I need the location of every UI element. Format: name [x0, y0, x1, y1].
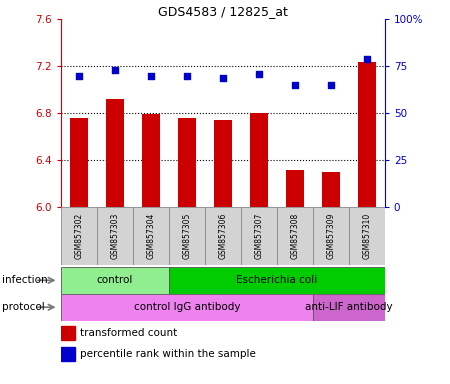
Text: GSM857303: GSM857303 [110, 213, 119, 260]
Text: control IgG antibody: control IgG antibody [134, 302, 240, 312]
Text: GSM857307: GSM857307 [254, 213, 263, 260]
Bar [286, 170, 304, 207]
Text: GSM857305: GSM857305 [182, 213, 191, 260]
Text: GSM857310: GSM857310 [362, 213, 371, 259]
Point [219, 74, 226, 81]
Text: GSM857304: GSM857304 [146, 213, 155, 260]
Point [327, 82, 334, 88]
Bar [205, 207, 241, 265]
Bar [70, 118, 88, 207]
Bar [106, 99, 124, 207]
Text: GSM857309: GSM857309 [326, 213, 335, 260]
Point [183, 73, 190, 79]
Text: GSM857308: GSM857308 [290, 213, 299, 259]
Bar [142, 114, 160, 207]
Bar [178, 118, 196, 207]
Point [363, 56, 370, 62]
Bar [61, 326, 75, 339]
Point [75, 73, 82, 79]
Bar [61, 294, 313, 321]
Bar [322, 172, 340, 207]
Bar [61, 207, 97, 265]
Text: anti-LIF antibody: anti-LIF antibody [305, 302, 392, 312]
Point [255, 71, 262, 77]
Bar [349, 207, 385, 265]
Bar [169, 267, 385, 294]
Bar [241, 207, 277, 265]
Bar [61, 267, 169, 294]
Point [291, 82, 298, 88]
Bar [169, 207, 205, 265]
Bar [61, 347, 75, 361]
Bar [133, 207, 169, 265]
Text: percentile rank within the sample: percentile rank within the sample [80, 349, 256, 359]
Text: GSM857302: GSM857302 [74, 213, 83, 259]
Text: GSM857306: GSM857306 [218, 213, 227, 260]
Text: control: control [97, 275, 133, 285]
Bar [214, 120, 232, 207]
Bar [277, 207, 313, 265]
Bar [313, 207, 349, 265]
Text: infection: infection [2, 275, 48, 285]
Title: GDS4583 / 12825_at: GDS4583 / 12825_at [158, 5, 288, 18]
Text: protocol: protocol [2, 302, 45, 312]
Bar [358, 61, 376, 207]
Point [111, 67, 118, 73]
Bar [313, 294, 385, 321]
Bar [97, 207, 133, 265]
Text: Escherichia coli: Escherichia coli [236, 275, 317, 285]
Bar [250, 113, 268, 207]
Text: transformed count: transformed count [80, 328, 177, 338]
Point [147, 73, 154, 79]
